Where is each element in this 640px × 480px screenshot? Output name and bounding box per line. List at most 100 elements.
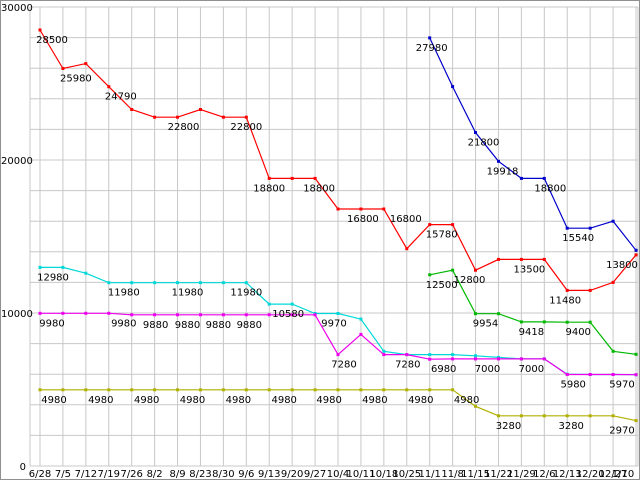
price-red-marker [244, 115, 248, 119]
point-label: 25980 [60, 74, 92, 85]
point-label: 9980 [111, 318, 136, 329]
price-magenta-marker [565, 373, 569, 376]
x-axis-label: 9/13 [258, 469, 280, 480]
price-blue-marker [428, 36, 432, 40]
price-magenta-marker [244, 313, 248, 317]
point-label: 4980 [180, 395, 205, 406]
price-magenta-marker [107, 311, 111, 315]
price-green-marker [474, 312, 477, 316]
point-label: 2970 [609, 426, 634, 437]
price-cyan-marker [382, 349, 386, 353]
point-label: 9954 [473, 319, 498, 330]
point-label: 16800 [390, 214, 422, 225]
y-axis-label: 0 [20, 462, 26, 473]
price-cyan-marker [244, 281, 248, 285]
point-label: 4980 [362, 395, 387, 406]
price-olive-marker [267, 388, 271, 392]
price-magenta-marker [405, 353, 409, 357]
x-axis-label: 8/30 [212, 469, 234, 480]
point-label: 9880 [206, 320, 231, 331]
x-axis-label: 10/25 [392, 469, 421, 480]
price-cyan-marker [267, 302, 271, 306]
price-green-marker [497, 312, 500, 316]
price-magenta-marker [519, 357, 523, 361]
price-red-marker [313, 176, 317, 180]
price-cyan-marker [428, 353, 432, 357]
price-green-marker [565, 320, 569, 324]
price-cyan-marker [176, 281, 179, 285]
x-axis-label: 12/6 [533, 469, 555, 480]
point-label: 15540 [562, 233, 594, 244]
price-magenta-marker [267, 313, 271, 317]
point-label: 12500 [426, 280, 458, 291]
price-red-marker [565, 288, 569, 292]
point-label: 12800 [454, 275, 486, 286]
x-axis-label: 7/19 [98, 469, 120, 480]
price-cyan-marker [221, 281, 225, 285]
price-magenta-marker [221, 313, 225, 317]
point-label: 15780 [426, 230, 458, 241]
price-cyan-marker [199, 281, 202, 285]
price-cyan-marker [153, 281, 157, 285]
point-label: 24790 [105, 92, 137, 103]
price-olive-marker [38, 388, 42, 392]
point-label: 11980 [172, 288, 204, 299]
x-axis-label: 7/12 [75, 469, 97, 480]
x-axis-label: 11/22 [484, 469, 513, 480]
point-label: 4980 [316, 395, 341, 406]
price-olive-marker [61, 388, 65, 392]
x-axis-label: 9/6 [238, 469, 254, 480]
price-red-marker [382, 207, 386, 211]
price-blue-marker [611, 219, 615, 223]
price-red-marker [451, 223, 455, 227]
point-label: 4980 [88, 395, 113, 406]
x-axis-label: 8/23 [189, 469, 211, 480]
price-green-line [429, 269, 637, 355]
price-red-marker [474, 268, 477, 272]
point-label: 5980 [560, 380, 585, 391]
x-axis-label: 10/18 [369, 469, 398, 480]
price-magenta-marker [451, 357, 455, 361]
x-axis-label: 11/8 [441, 469, 463, 480]
price-blue-marker [588, 226, 592, 230]
point-label: 11480 [549, 295, 581, 306]
price-olive-marker [405, 388, 409, 392]
x-axis-label: 11/29 [507, 469, 536, 480]
y-axis-label: 30000 [1, 3, 33, 14]
price-red-marker [359, 207, 363, 211]
x-axis-label: 11/1 [418, 469, 440, 480]
price-cyan-marker [130, 281, 134, 285]
x-axis-label: 8/9 [169, 469, 185, 480]
price-cyan-marker [290, 302, 294, 306]
point-label: 9880 [175, 320, 200, 331]
y-axis-label: 20000 [1, 156, 33, 167]
point-label: 3280 [558, 421, 583, 432]
point-label: 22800 [230, 122, 262, 133]
price-magenta-marker [313, 313, 317, 317]
price-olive-marker [130, 388, 134, 392]
x-axis-label: 10/4 [327, 469, 349, 480]
point-label: 4980 [271, 395, 296, 406]
price-olive-marker [428, 388, 432, 392]
price-olive-marker [290, 388, 294, 392]
point-label: 18800 [303, 183, 335, 194]
point-label: 12980 [37, 272, 69, 283]
price-green-marker [451, 268, 455, 272]
price-green-marker [428, 273, 432, 277]
price-red-marker [61, 67, 65, 70]
point-label: 11980 [108, 288, 140, 299]
x-axis-label: 6/28 [29, 469, 51, 480]
y-axis-label: 10000 [1, 309, 33, 320]
price-red-marker [611, 280, 615, 284]
x-axis-label: 12/27 [599, 469, 628, 480]
point-label: 6980 [431, 364, 456, 375]
price-olive-marker [542, 414, 546, 418]
point-label: 28500 [36, 35, 68, 46]
price-blue-marker [565, 226, 569, 230]
price-blue-marker [451, 85, 455, 89]
price-blue-marker [519, 176, 523, 180]
point-label: 18800 [253, 183, 285, 194]
price-olive-marker [199, 388, 202, 392]
